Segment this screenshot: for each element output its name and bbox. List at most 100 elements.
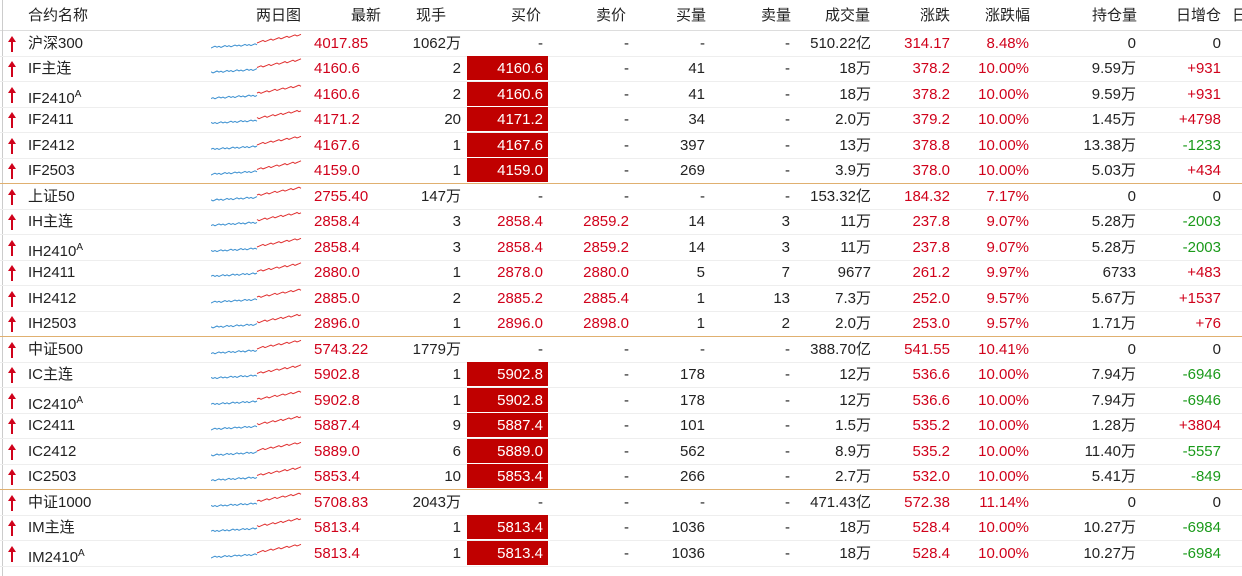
cell: 2859.2: [583, 238, 629, 256]
header: [0, 0, 1242, 31]
limit-up-highlight: [467, 540, 548, 565]
column-header[interactable]: 日增仓: [1175, 7, 1221, 24]
contract-name-sup: A: [74, 88, 82, 100]
cell: 5813.4: [314, 519, 360, 536]
column-header[interactable]: 两日图: [255, 7, 301, 24]
cell: -: [785, 544, 790, 562]
cell: 536.6: [912, 391, 950, 409]
contract-name: IC2411: [28, 413, 75, 438]
cell: -: [624, 442, 629, 460]
contract-name-text: IM2410: [28, 548, 79, 566]
column-header[interactable]: 日: [1232, 7, 1242, 24]
cell: 5.28万: [1091, 213, 1136, 230]
cell: 237.8: [912, 238, 950, 256]
contract-name: IH主连: [28, 209, 73, 234]
cell: 2858.4: [497, 238, 543, 256]
cell: 1: [452, 366, 461, 383]
cell: 13万: [839, 136, 871, 154]
cell: 266: [679, 468, 705, 485]
cell: 572.38: [904, 493, 950, 511]
cell: -: [538, 493, 543, 511]
cell: 9677: [837, 264, 871, 281]
cell: -: [624, 391, 629, 409]
quote-row[interactable]: IH2410A 2858.4 3 2858.4 2859.2 14 3 11万 237.8 9.0…: [0, 235, 1242, 261]
cell: 6733: [1102, 264, 1136, 281]
quote-row[interactable]: IF2503 4159.0 1 4159.0 - 269 - 3.9万 378.0 10.00% 5…: [0, 158, 1242, 184]
cell: 2878.0: [497, 264, 543, 281]
column-header[interactable]: 涨跌: [919, 7, 950, 24]
cell: 510.22亿: [810, 34, 871, 52]
column-header[interactable]: 持仓量: [1091, 7, 1137, 24]
column-header[interactable]: 最新: [350, 7, 381, 24]
cell: 7.3万: [835, 289, 871, 307]
column-header[interactable]: 涨跌幅: [984, 7, 1030, 24]
cell: -: [624, 340, 629, 358]
column-header[interactable]: 现手: [415, 7, 446, 24]
contract-name-text: IF2410: [28, 89, 75, 107]
column-header[interactable]: 合约名称: [28, 7, 89, 24]
contract-name-text: 中证500: [28, 340, 84, 358]
quote-row[interactable]: IF2410A 4160.6 2 4160.6 - 41 - 18万 378.2 10.00% 9.…: [0, 81, 1242, 108]
column-header[interactable]: 成交量: [824, 7, 870, 24]
quote-row[interactable]: IC2411 5887.4 9 5887.4 - 101 - 1.5万 535.2 10.00% 1…: [0, 413, 1242, 439]
cell: 10.00%: [978, 468, 1029, 485]
cell: 9.57%: [986, 315, 1029, 332]
quote-row[interactable]: IM2410A 5813.4 1 5813.4 - 1036 - 18万 528.4 10.00%…: [0, 540, 1242, 567]
quote-row[interactable]: 上证50 2755.40 147万 - - - - 153.32亿 184.32 7.17% 0 0: [0, 184, 1242, 210]
contract-name: 中证500: [28, 337, 83, 362]
up-arrow: [8, 443, 16, 460]
contract-name-text: IC2412: [28, 442, 77, 460]
cell: 2885.4: [583, 289, 629, 307]
cell: 314.17: [904, 34, 950, 52]
up-arrow: [8, 214, 16, 230]
quote-row[interactable]: IH2411 2880.0 1 2878.0 2880.0 5 7 9677 261.2 9.97…: [0, 260, 1242, 286]
column-header[interactable]: 卖量: [760, 7, 791, 24]
sparkline: [211, 58, 302, 74]
quote-row[interactable]: IC2412 5889.0 6 5889.0 - 562 - 8.9万 535.2 10.00% 1…: [0, 438, 1242, 465]
contract-name-sup: A: [78, 547, 85, 559]
quote-row[interactable]: IH2503 2896.0 1 2896.0 2898.0 1 2 2.0万 253.0 9.57…: [0, 311, 1242, 337]
quote-row[interactable]: IM主连 5813.4 1 5813.4 - 1036 - 18万 528.4 10.00% 10.…: [0, 515, 1242, 541]
cell: 2859.2: [583, 213, 629, 230]
cell: 5853.4: [314, 468, 360, 485]
column-header[interactable]: 买量: [675, 7, 706, 24]
up-arrow: [8, 137, 16, 154]
quote-row[interactable]: IF主连 4160.6 2 4160.6 - 41 - 18万 378.2 10.00% 9.59万…: [0, 56, 1242, 82]
quote-row[interactable]: 中证500 5743.22 1779万 - - - - 388.70亿 541.55 10.41%…: [0, 337, 1242, 363]
cell: 10.00%: [978, 442, 1029, 460]
cell: -6946: [1182, 366, 1221, 383]
cell: 4159.0: [497, 162, 543, 179]
cell: 34: [688, 111, 705, 128]
quote-row[interactable]: IC2503 5853.4 10 5853.4 - 266 - 2.7万 532.0 10.00%…: [0, 464, 1242, 490]
up-arrow: [8, 341, 16, 358]
cell: 1779万: [412, 340, 461, 358]
cell: -: [785, 111, 790, 128]
quote-row[interactable]: IF2411 4171.2 20 4171.2 - 34 - 2.0万 379.2 10.00% 1…: [0, 107, 1242, 133]
column-header[interactable]: 买价: [510, 7, 541, 24]
contract-name: IH2412: [28, 286, 76, 311]
sparkline: [211, 543, 302, 558]
quote-row[interactable]: IH主连 2858.4 3 2858.4 2859.2 14 3 11万 237.8 9.07% 5…: [0, 209, 1242, 235]
cell: 379.2: [912, 111, 950, 128]
contract-name-text: IC2411: [28, 417, 76, 434]
cell: 4160.6: [497, 85, 543, 103]
quote-row[interactable]: IC2410A 5902.8 1 5902.8 - 178 - 12万 536.6 10.00% 7…: [0, 387, 1242, 414]
quote-row[interactable]: IF2412 4167.6 1 4167.6 - 397 - 13万 378.8 10.00% 13…: [0, 132, 1242, 159]
quote-row[interactable]: 中证1000 5708.83 2043万 - - - - 471.43亿 572.38 11.14…: [0, 490, 1242, 516]
cell: 41: [688, 85, 705, 103]
cell: 541.55: [904, 340, 950, 358]
cell: 11.40万: [1084, 442, 1136, 460]
contract-name-text: IH2410: [28, 242, 77, 260]
up-arrow: [8, 86, 16, 103]
cell: -: [624, 493, 629, 511]
cell: 1.71万: [1091, 315, 1136, 332]
quote-row[interactable]: 沪深300 4017.85 1062万 - - - - 510.22亿 314.17 8.48% 0…: [0, 31, 1242, 57]
cell: 4160.6: [497, 60, 543, 77]
cell: -: [785, 136, 790, 154]
cell: 10.00%: [978, 136, 1029, 154]
cell: 12万: [839, 391, 871, 409]
column-header[interactable]: 卖价: [595, 7, 626, 24]
quote-row[interactable]: IH2412 2885.0 2 2885.2 2885.4 1 13 7.3万 252.0 9.5…: [0, 286, 1242, 312]
cell: 378.8: [912, 136, 950, 154]
quote-row[interactable]: IC主连 5902.8 1 5902.8 - 178 - 12万 536.6 10.00% 7.94…: [0, 362, 1242, 388]
